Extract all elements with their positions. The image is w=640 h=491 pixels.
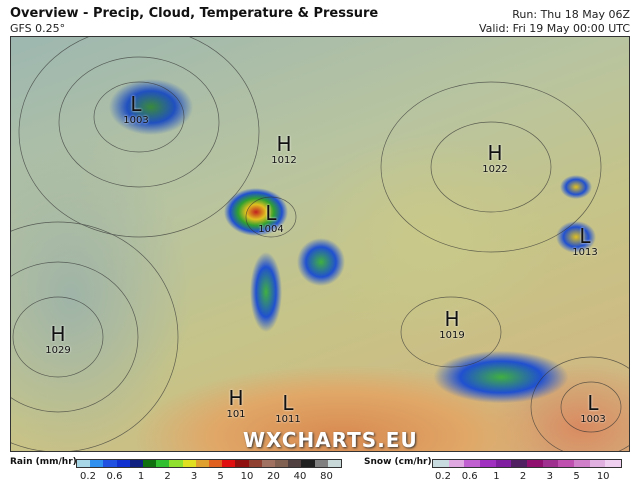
color-swatch xyxy=(433,460,449,467)
valid-time: Valid: Fri 19 May 00:00 UTC xyxy=(478,22,630,35)
pressure-low: L 1013 xyxy=(572,224,598,258)
color-swatch xyxy=(448,460,465,467)
run-time: Run: Thu 18 May 06Z xyxy=(512,8,630,21)
color-swatch xyxy=(327,460,342,467)
color-swatch xyxy=(261,460,276,467)
color-swatch xyxy=(143,460,157,467)
snow-colorbar xyxy=(432,459,622,468)
tick-label: 1 xyxy=(137,471,145,482)
pressure-high: H 101 xyxy=(226,386,246,420)
color-swatch xyxy=(169,460,183,467)
color-swatch xyxy=(558,460,575,467)
tick-label: 3 xyxy=(546,471,553,482)
color-swatch xyxy=(527,460,543,467)
color-swatch xyxy=(511,460,528,467)
tick-label: 80 xyxy=(320,471,333,482)
pressure-high: H 1029 xyxy=(45,322,71,356)
tick-label: 10 xyxy=(596,471,610,482)
pressure-low: L 1004 xyxy=(258,201,284,235)
color-swatch xyxy=(464,460,481,467)
snow-legend-label: Snow (cm/hr) xyxy=(364,457,432,467)
tick-label: 0.6 xyxy=(106,471,123,482)
color-swatch xyxy=(288,460,302,467)
color-swatch xyxy=(182,460,196,467)
color-swatch xyxy=(495,460,512,467)
color-swatch xyxy=(301,460,315,467)
tick-label: 5 xyxy=(217,471,224,482)
tick-label: 0.2 xyxy=(80,471,96,482)
color-swatch xyxy=(116,460,130,467)
chart-title: Overview - Precip, Cloud, Temperature & … xyxy=(10,6,379,21)
watermark: WXCHARTS.EU xyxy=(243,428,418,452)
model-label: GFS 0.25° xyxy=(10,22,66,35)
color-swatch xyxy=(605,460,622,467)
color-swatch xyxy=(90,460,104,467)
tick-label: 0.2 xyxy=(435,471,451,482)
tick-label: 2 xyxy=(519,471,527,482)
color-swatch xyxy=(195,460,210,467)
tick-label: 10 xyxy=(240,471,254,482)
pressure-high: H 1022 xyxy=(482,141,508,175)
color-swatch xyxy=(574,460,590,467)
color-swatch xyxy=(103,460,117,467)
tick-label: 3 xyxy=(190,471,198,482)
color-swatch xyxy=(542,460,559,467)
tick-label: 40 xyxy=(293,471,307,482)
color-swatch xyxy=(235,460,249,467)
pressure-low: L 1011 xyxy=(275,391,301,425)
tick-label: 2 xyxy=(164,471,171,482)
rain-colorbar xyxy=(76,459,342,468)
pressure-low: L 1003 xyxy=(123,92,149,126)
color-swatch xyxy=(248,460,262,467)
tick-label: 0.6 xyxy=(461,471,478,482)
tick-label: 1 xyxy=(493,471,500,482)
color-swatch xyxy=(480,460,496,467)
pressure-high: H 1012 xyxy=(271,132,297,166)
color-swatch xyxy=(77,460,91,467)
pressure-high: H 1019 xyxy=(439,307,465,341)
tick-label: 5 xyxy=(573,471,580,482)
weather-map: L 1003 H 1012 L 1004 H 1022 L 1013 H 1029 H 101… xyxy=(10,36,630,452)
color-swatch xyxy=(209,460,223,467)
color-swatch xyxy=(129,460,144,467)
color-swatch xyxy=(156,460,170,467)
isobars xyxy=(11,37,629,451)
color-swatch xyxy=(275,460,289,467)
color-swatch xyxy=(222,460,236,467)
pressure-low: L 1003 xyxy=(580,391,606,425)
tick-label: 20 xyxy=(267,471,280,482)
color-swatch xyxy=(589,460,606,467)
color-swatch xyxy=(314,460,328,467)
rain-legend-label: Rain (mm/hr) xyxy=(10,457,77,467)
